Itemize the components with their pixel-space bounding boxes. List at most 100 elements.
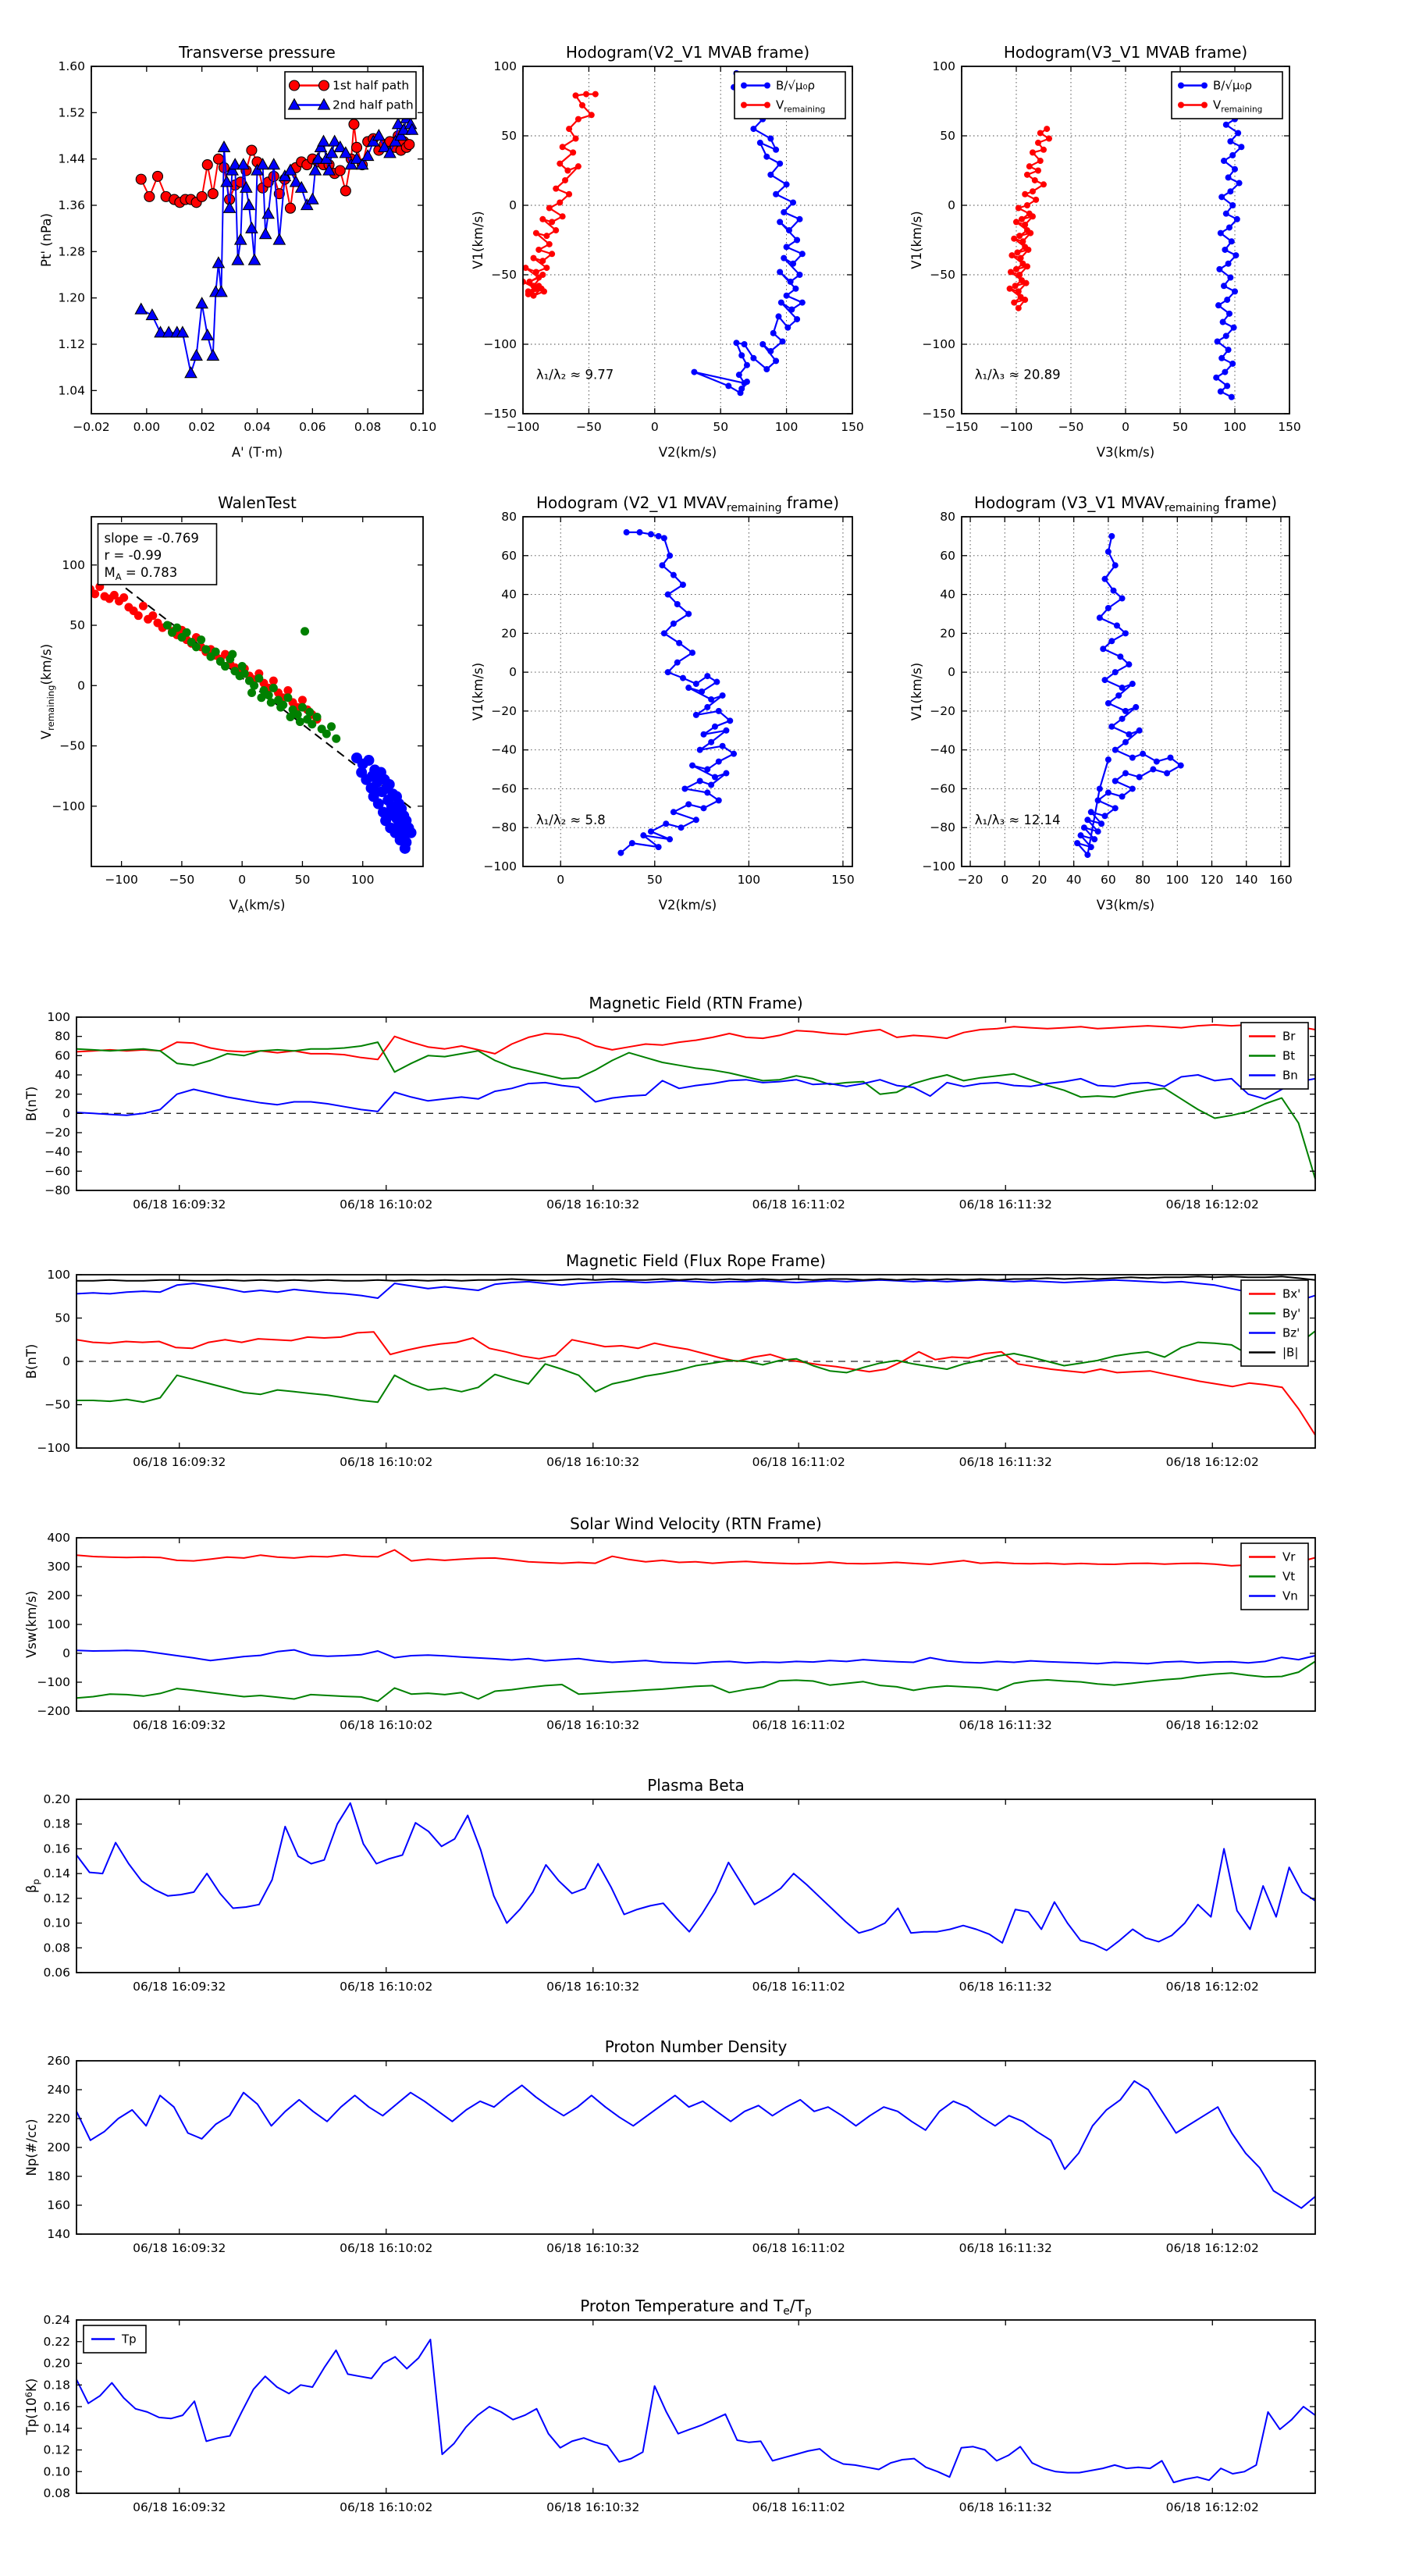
circle-marker [266, 698, 276, 707]
circle-marker [1030, 149, 1036, 156]
circle-marker [689, 649, 696, 656]
x-tick-label: 0.04 [244, 420, 271, 434]
hodogram-v2v1-mvab-series-layer [522, 69, 806, 397]
circle-marker [767, 347, 774, 354]
circle-marker [738, 385, 745, 392]
circle-marker [572, 135, 579, 142]
y-tick-label: −200 [37, 1704, 70, 1718]
legend-label: |B| [1282, 1346, 1298, 1360]
triangle-marker [215, 285, 228, 297]
circle-marker [792, 285, 799, 292]
circle-marker [617, 849, 624, 856]
y-tick-label: 100 [493, 59, 517, 73]
circle-marker [1117, 653, 1124, 660]
legend-box [1171, 71, 1283, 119]
circle-marker [790, 260, 797, 267]
circle-marker [356, 767, 368, 778]
circle-marker [264, 691, 273, 700]
triangle-marker [154, 326, 167, 338]
circle-marker [383, 778, 395, 790]
x-tick-time-label: 06/18 16:09:32 [133, 2241, 226, 2255]
x-tick-label: 0 [651, 420, 659, 434]
x-tick-time-label: 06/18 16:12:02 [1166, 1980, 1259, 1994]
x-tick-label: 0 [238, 873, 246, 887]
circle-marker [1238, 144, 1245, 151]
triangle-marker [176, 326, 190, 338]
circle-marker [763, 153, 770, 160]
circle-marker [257, 693, 266, 703]
circle-marker [763, 366, 770, 373]
y-tick-label: 0.06 [43, 1966, 70, 1980]
circle-marker [777, 269, 784, 276]
y-tick-label: 0.20 [43, 1792, 70, 1806]
triangle-marker [378, 140, 391, 152]
x-tick-time-label: 06/18 16:12:02 [1166, 1718, 1259, 1732]
y-tick-label: 100 [47, 1268, 70, 1282]
circle-marker [201, 645, 211, 654]
circle-marker [363, 755, 375, 767]
x-tick-label: 140 [1235, 873, 1258, 887]
circle-marker [785, 227, 792, 234]
circle-marker [676, 639, 683, 646]
triangle-marker [201, 328, 215, 341]
y-tick-label: 20 [940, 626, 955, 640]
x-tick-time-label: 06/18 16:11:32 [959, 1455, 1052, 1469]
legend-label: B/√μ₀ρ [1213, 79, 1252, 93]
circle-marker [1084, 817, 1091, 824]
circle-marker [1015, 205, 1022, 212]
circle-marker [566, 126, 573, 133]
circle-marker [138, 601, 148, 610]
circle-marker [288, 80, 301, 91]
y-tick-label: 1.60 [58, 59, 85, 73]
triangle-marker [228, 158, 242, 170]
circle-marker [284, 202, 297, 214]
annotation-line: slope = -0.769 [105, 531, 199, 546]
y-tick-label: 1.52 [58, 105, 85, 119]
y-tick-label: −100 [483, 337, 517, 351]
y-tick-label: 0.20 [43, 2357, 70, 2371]
x-tick-time-label: 06/18 16:09:32 [133, 2500, 226, 2514]
plasma-beta: 06/18 16:09:32 06/18 16:10:02 06/18 16:10:… [24, 1776, 1316, 1994]
magnetic-field-flux-rope: 06/18 16:09:32 06/18 16:10:02 06/18 16:10:… [24, 1251, 1316, 1469]
circle-marker [370, 786, 382, 798]
circle-marker [708, 738, 715, 745]
circle-marker [1213, 374, 1220, 381]
triangle-marker [317, 98, 331, 110]
x-tick-label: −100 [105, 873, 138, 887]
circle-marker [1104, 789, 1112, 796]
chart-title: Proton Temperature and Te/Tp [580, 2297, 812, 2318]
legend-box [734, 71, 846, 119]
circle-marker [664, 669, 671, 676]
triangle-marker [389, 134, 402, 147]
y-tick-label: −40 [491, 743, 517, 757]
circle-marker [162, 621, 172, 630]
circle-marker [1226, 224, 1232, 231]
circle-marker [750, 354, 757, 361]
circle-marker [733, 340, 740, 347]
circle-marker [670, 620, 677, 627]
circle-marker [570, 149, 577, 156]
walen-test-series-layer [91, 570, 417, 854]
y-axis-label: V1(km/s) [909, 211, 924, 269]
triangle-marker [355, 158, 369, 170]
circle-marker [1094, 828, 1101, 835]
circle-marker [660, 535, 667, 542]
y-tick-label: 400 [47, 1531, 70, 1545]
series-V-remaining [1008, 128, 1051, 309]
circle-marker [228, 649, 237, 659]
y-tick-label: 50 [501, 129, 517, 143]
annotation-line: MA = 0.783 [105, 565, 178, 582]
hodogram-v3v1-mvav-series-layer [1074, 532, 1184, 859]
proton-number-density-series-layer [76, 2080, 1316, 2209]
magnetic-field-rtn-series-layer [76, 1023, 1316, 1179]
y-axis-label: V1(km/s) [471, 663, 486, 720]
circle-marker [692, 711, 699, 718]
circle-marker [1136, 774, 1143, 781]
y-tick-label: 0 [62, 1106, 70, 1120]
y-tick-label: −100 [483, 859, 517, 873]
circle-marker [1122, 738, 1129, 745]
magnetic-field-rtn: 06/18 16:09:32 06/18 16:10:02 06/18 16:10:… [24, 994, 1316, 1212]
circle-marker [1233, 215, 1240, 222]
legend-label: By' [1282, 1307, 1300, 1321]
